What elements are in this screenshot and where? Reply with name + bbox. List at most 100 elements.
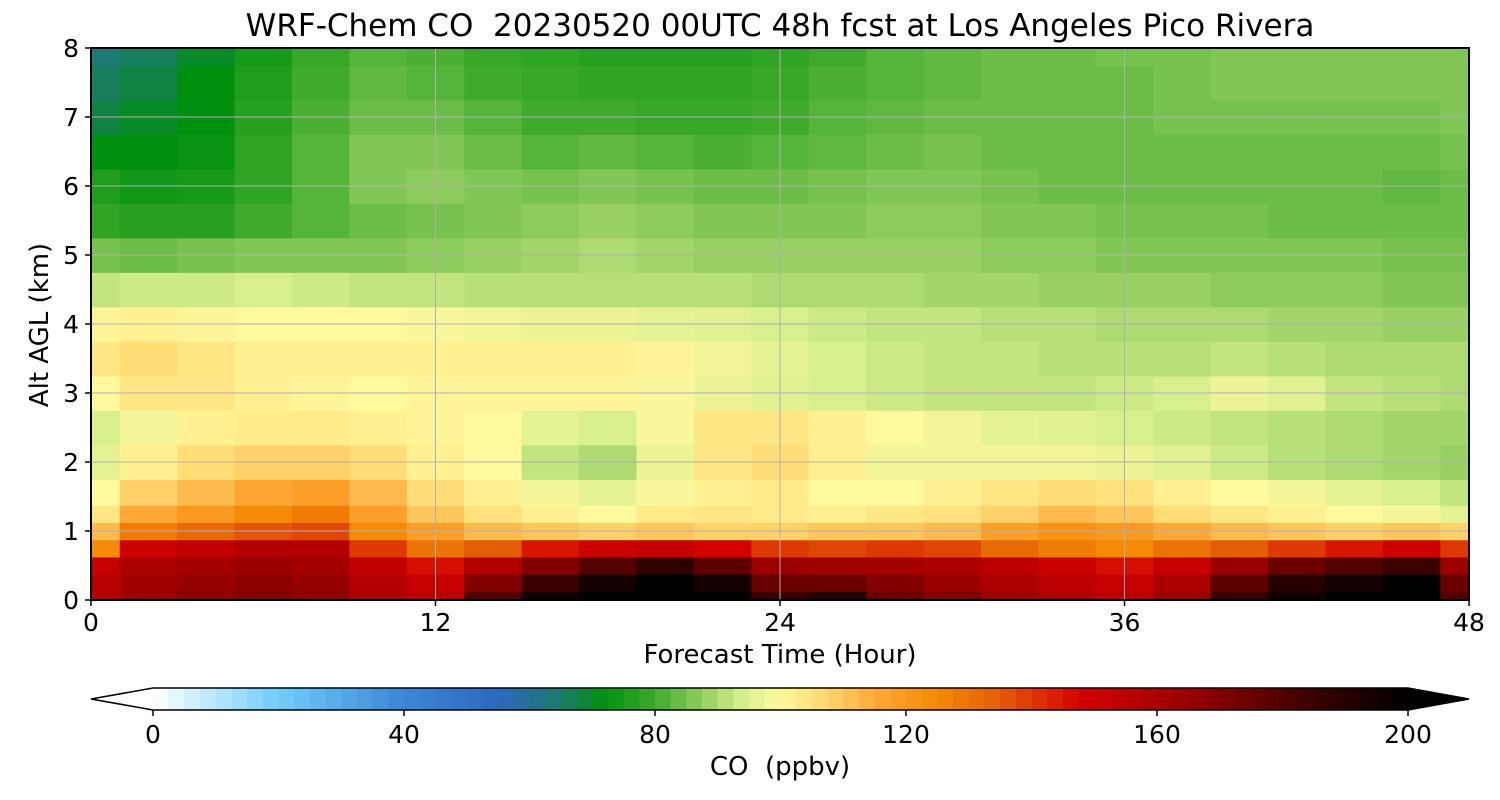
heatmap-cell (291, 48, 350, 66)
heatmap-cell (1038, 591, 1097, 601)
x-tick-label: 0 (83, 608, 99, 637)
heatmap-cell (521, 65, 580, 101)
heatmap-cell (234, 591, 293, 601)
heatmap-cell (1382, 341, 1441, 377)
heatmap-cell (349, 65, 408, 101)
heatmap-cell (464, 341, 523, 377)
heatmap-cell (521, 134, 580, 170)
heatmap-cell (119, 479, 178, 506)
colorbar-segment (843, 688, 860, 710)
heatmap-cell (866, 48, 925, 66)
heatmap-cell (1440, 341, 1470, 377)
heatmap-cell (980, 574, 1039, 592)
heatmap-cell (291, 272, 350, 308)
heatmap-cell (1382, 272, 1441, 308)
heatmap-cell (119, 410, 178, 446)
y-tick-label: 5 (63, 241, 79, 270)
heatmap-cell (808, 272, 867, 308)
heatmap-cell (693, 410, 752, 446)
heatmap-cell (291, 574, 350, 592)
heatmap-cell (636, 48, 695, 66)
heatmap-cell (693, 574, 752, 592)
colorbar-segment (858, 688, 876, 710)
colorbar-segment (1204, 688, 1221, 710)
heatmap-cell (693, 203, 752, 239)
colorbar-segment (764, 688, 781, 710)
heatmap-cell (579, 574, 638, 592)
colorbar-segment (1251, 688, 1268, 710)
heatmap-cell (1210, 341, 1269, 377)
heatmap-cell (1440, 48, 1470, 66)
heatmap-cell (234, 556, 293, 575)
colorbar-segment (953, 688, 970, 710)
heatmap-cell (1268, 341, 1327, 377)
heatmap-cell (693, 505, 752, 523)
heatmap-cell (923, 203, 982, 239)
heatmap-cell (1153, 65, 1212, 101)
heatmap-cell (693, 272, 752, 308)
heatmap-cell (1210, 479, 1269, 506)
heatmap-cell (980, 479, 1039, 506)
colorbar-segment (686, 688, 703, 710)
heatmap-cell (291, 539, 350, 558)
y-tick-label: 1 (63, 517, 79, 546)
heatmap-cell (1325, 272, 1384, 308)
heatmap-cell (119, 48, 178, 66)
heatmap-cell (866, 341, 925, 377)
colorbar-segment (1360, 688, 1378, 710)
heatmap-cell (693, 134, 752, 170)
heatmap-cell (1382, 410, 1441, 446)
y-tick-label: 3 (63, 379, 79, 408)
heatmap-cell (1210, 505, 1269, 523)
heatmap-cell (808, 341, 867, 377)
heatmap-cell (808, 48, 867, 66)
heatmap-cell (291, 505, 350, 523)
heatmap-cell (808, 574, 867, 592)
heatmap-cell (1268, 410, 1327, 446)
heatmap-cell (1210, 272, 1269, 308)
heatmap-cell (1268, 574, 1327, 592)
heatmap-cell (291, 479, 350, 506)
heatmap-cell (1210, 556, 1269, 575)
heatmap-cell (1153, 272, 1212, 308)
heatmap-cell (291, 410, 350, 446)
heatmap-cell (1210, 574, 1269, 592)
heatmap-cell (349, 341, 408, 377)
heatmap-cell (1325, 505, 1384, 523)
heatmap-cell (464, 539, 523, 558)
colorbar-tick-label: 80 (639, 720, 671, 749)
heatmap-cell (177, 539, 236, 558)
heatmap-cell (1038, 48, 1097, 66)
heatmap-cell (579, 539, 638, 558)
heatmap-cell (1153, 410, 1212, 446)
colorbar-tick-label: 0 (145, 720, 161, 749)
heatmap-cell (1440, 410, 1470, 446)
heatmap-cell (234, 574, 293, 592)
heatmap-cell (234, 272, 293, 308)
heatmap-cell (234, 134, 293, 170)
heatmap-cell (1038, 539, 1097, 558)
colorbar-segment (639, 688, 656, 710)
heatmap-cell (464, 272, 523, 308)
colorbar-segment (1376, 688, 1393, 710)
x-axis: 0 12 24 36 48 (83, 600, 1485, 637)
heatmap-cell (1440, 574, 1470, 592)
colorbar-segment (1047, 688, 1064, 710)
heatmap-cell (980, 134, 1039, 170)
colorbar-segment (388, 688, 405, 710)
x-tick-label: 12 (420, 608, 452, 637)
heatmap-cell (234, 203, 293, 239)
heatmap-cell (1382, 574, 1441, 592)
heatmap-cell (1440, 505, 1470, 523)
heatmap-cell (1325, 539, 1384, 558)
heatmap-cell (693, 479, 752, 506)
colorbar-segment (1157, 688, 1174, 710)
colorbar-segment (670, 688, 687, 710)
heatmap-cell (464, 48, 523, 66)
heatmap-cell (1325, 410, 1384, 446)
heatmap-cell (91, 272, 121, 308)
heatmap-cell (579, 48, 638, 66)
heatmap-cell (1440, 479, 1470, 506)
heatmap-cell (234, 505, 293, 523)
y-axis: 0 1 2 3 4 5 6 7 8 (63, 34, 91, 615)
